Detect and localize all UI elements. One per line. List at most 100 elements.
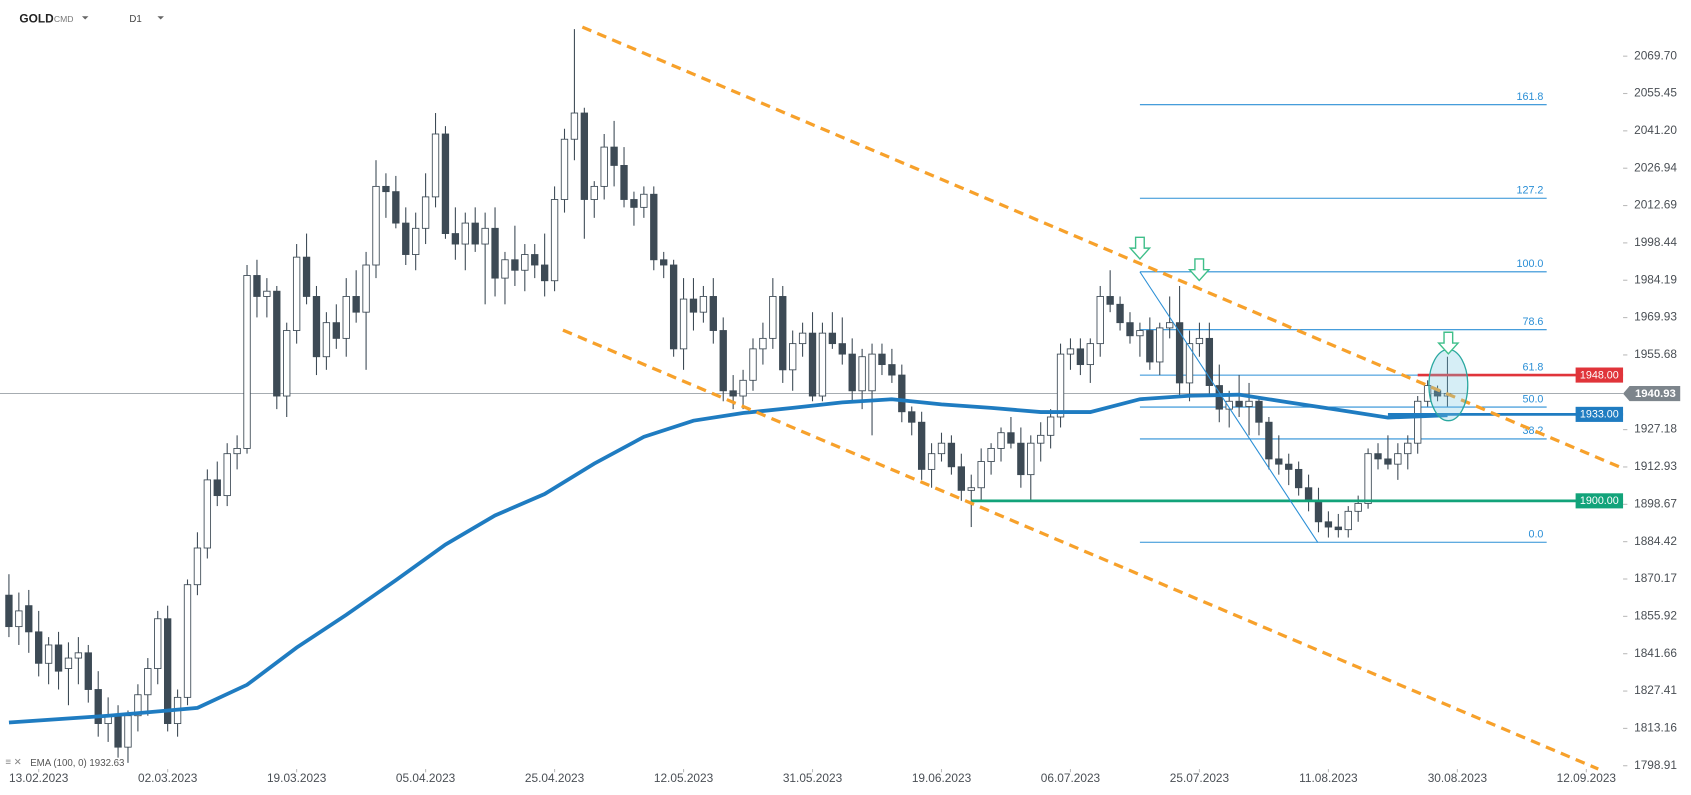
arrow	[1437, 331, 1460, 355]
candle-body	[441, 133, 450, 234]
y-tick-label: 1912.93	[1634, 459, 1677, 473]
candle-body	[1414, 400, 1422, 444]
candle-body	[769, 296, 777, 339]
candle-body	[511, 259, 519, 271]
candle-body	[253, 275, 261, 297]
candle-body	[1027, 442, 1035, 476]
candle-body	[144, 668, 152, 696]
candle-body	[858, 356, 866, 392]
candle-body	[1314, 500, 1323, 523]
candle-body	[987, 448, 995, 462]
candle-body	[719, 330, 727, 392]
legend-icons[interactable]: ≡ ✕	[5, 757, 21, 768]
candle-body	[828, 332, 837, 345]
candle-body	[749, 348, 757, 381]
candle-body	[789, 343, 797, 371]
x-tick-label: 31.05.2023	[783, 771, 843, 785]
candle-body	[1136, 330, 1144, 337]
candle-body	[1175, 322, 1184, 384]
indicator-legend: ≡ ✕ EMA (100, 0) 1932.63	[5, 757, 124, 769]
fib-level-label: 0.0	[1528, 529, 1543, 541]
candle-body	[1185, 343, 1194, 384]
candle-body	[838, 343, 846, 355]
candle-body	[193, 547, 202, 586]
candle-body	[1225, 400, 1233, 410]
channel-upper	[581, 25, 1621, 469]
candle-body	[84, 652, 92, 690]
candle-body	[1037, 434, 1045, 444]
candle-body	[1195, 337, 1204, 345]
candle-body	[927, 453, 936, 470]
candle-body	[124, 715, 132, 748]
candle-body	[540, 264, 549, 282]
candle-body	[322, 322, 331, 358]
level-label: 1933.00	[1580, 409, 1619, 421]
candle-body	[302, 256, 311, 297]
overlay: 1948.00 1933.00 1900.00 1940.93	[1575, 367, 1681, 509]
interval[interactable]: D1	[129, 14, 141, 25]
x-tick-label: 25.04.2023	[525, 771, 585, 785]
candle-body	[273, 290, 281, 397]
candle-body	[54, 644, 63, 672]
ema-line	[8, 392, 1448, 725]
candle-body	[679, 298, 688, 350]
y-tick-label: 1998.44	[1634, 235, 1677, 249]
level-tag	[1575, 493, 1624, 509]
last-price-label: 1940.93	[1635, 388, 1676, 400]
candle-body	[630, 199, 638, 208]
fib-level-label: 61.8	[1522, 361, 1543, 373]
drawings	[562, 25, 1621, 771]
y-tick-label: 1984.19	[1634, 272, 1677, 286]
candle-body	[1126, 322, 1134, 337]
candle-body	[154, 618, 162, 669]
candle-body	[937, 442, 946, 455]
candle-body	[1017, 442, 1025, 476]
candle-body	[1384, 458, 1392, 465]
candle-body	[292, 256, 301, 331]
y-tick-label: 1927.18	[1634, 422, 1677, 436]
candle-body	[650, 193, 658, 261]
x-tick-label: 19.06.2023	[912, 771, 972, 785]
candle-body	[163, 618, 172, 725]
candle-body	[1235, 400, 1243, 407]
candle-body	[798, 332, 807, 345]
candle-body	[1374, 453, 1382, 460]
level-tag	[1575, 367, 1624, 383]
candle-body	[1275, 458, 1283, 465]
candle-body	[560, 138, 569, 200]
x-tick-label: 11.08.2023	[1299, 771, 1358, 785]
candle-body	[977, 461, 985, 489]
y-tick-label: 1855.92	[1634, 608, 1677, 622]
symbol-caret[interactable]	[81, 16, 89, 20]
candle-body	[729, 390, 737, 397]
y-tick-label: 1841.66	[1634, 646, 1677, 660]
x-tick-label: 06.07.2023	[1041, 771, 1101, 785]
fib-level-label: 100.0	[1516, 258, 1543, 270]
candle-body	[44, 644, 53, 664]
y-tick-label: 2041.20	[1634, 123, 1677, 137]
candle-body	[402, 222, 410, 255]
candle-body	[1076, 348, 1085, 366]
x-tick-label: 02.03.2023	[138, 771, 198, 785]
candle-body	[263, 290, 271, 297]
candle-body	[1245, 400, 1253, 407]
y-tick-label: 1898.67	[1634, 496, 1677, 510]
candle-body	[1324, 521, 1333, 528]
last-price-tag	[1623, 386, 1681, 402]
candle-body	[1344, 510, 1352, 531]
fib-level-label: 50.0	[1522, 393, 1543, 405]
candle-body	[372, 185, 380, 266]
y-tick-label: 1955.68	[1634, 347, 1677, 361]
symbol[interactable]: GOLD	[19, 12, 54, 26]
candle-body	[64, 657, 73, 669]
candle-body	[1086, 343, 1094, 366]
arrows	[1128, 236, 1460, 355]
candle-body	[531, 254, 539, 266]
x-tick-label: 25.07.2023	[1170, 771, 1230, 785]
interval-caret[interactable]	[157, 16, 164, 20]
candle-body	[471, 222, 479, 245]
candle-body	[392, 191, 400, 224]
candle-body	[818, 332, 827, 397]
arrow	[1187, 258, 1211, 282]
candle-body	[35, 631, 43, 664]
